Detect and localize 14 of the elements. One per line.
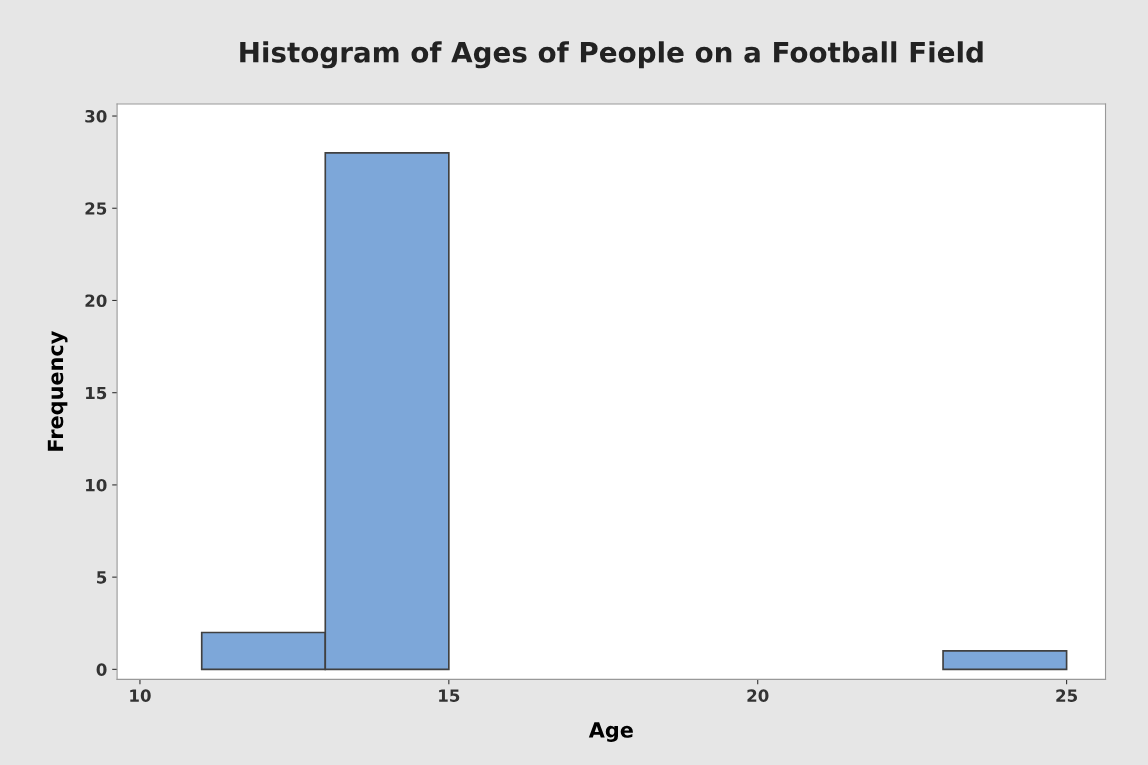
chart-title: Histogram of Ages of People on a Football Field: [240, 41, 983, 69]
y-tick-label: 15: [86, 386, 107, 400]
y-tick-label: 5: [97, 571, 107, 584]
y-tick-label: 20: [85, 294, 107, 308]
x-tick-label: 20: [747, 689, 769, 702]
x-tick-label: 15: [439, 689, 460, 702]
x-tick-label: 25: [1056, 689, 1078, 702]
y-axis-title: Frequency: [47, 331, 68, 451]
y-tick-label: 30: [85, 109, 107, 123]
y-tick-label: 25: [85, 202, 107, 215]
y-tick-label: 0: [96, 663, 107, 676]
x-tick-label: 10: [130, 689, 151, 702]
y-tick-label: 10: [86, 478, 107, 492]
x-axis-title: Age: [588, 722, 633, 742]
